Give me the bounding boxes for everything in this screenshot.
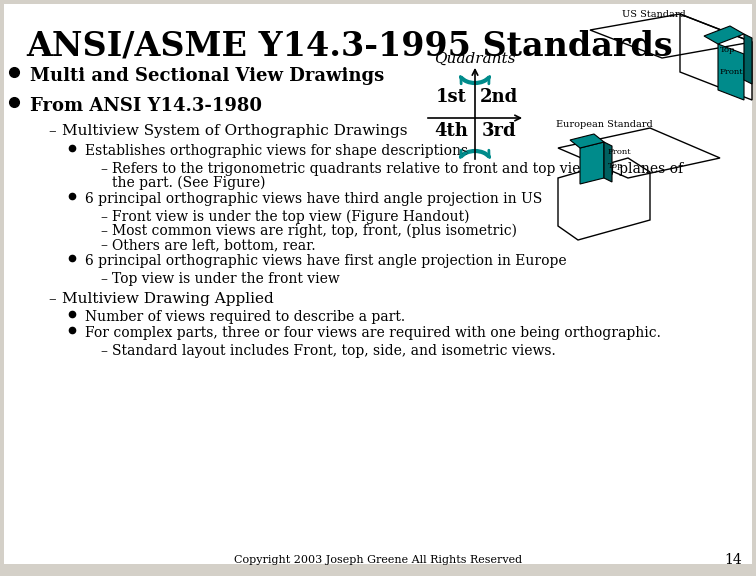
Text: Multi and Sectional View Drawings: Multi and Sectional View Drawings	[30, 67, 384, 85]
Text: European Standard: European Standard	[556, 120, 652, 129]
Text: Standard layout includes Front, top, side, and isometric views.: Standard layout includes Front, top, sid…	[112, 344, 556, 358]
Text: 6 principal orthographic views have first angle projection in Europe: 6 principal orthographic views have firs…	[85, 254, 567, 268]
Text: the part. (See Figure): the part. (See Figure)	[112, 176, 265, 191]
Text: US Standard: US Standard	[622, 10, 686, 19]
Text: 6 principal orthographic views have third angle projection in US: 6 principal orthographic views have thir…	[85, 192, 542, 206]
Text: Others are left, bottom, rear.: Others are left, bottom, rear.	[112, 238, 315, 252]
Text: 4th: 4th	[434, 122, 468, 140]
Text: Top: Top	[720, 46, 736, 54]
Text: Copyright 2003 Joseph Greene All Rights Reserved: Copyright 2003 Joseph Greene All Rights …	[234, 555, 522, 565]
Polygon shape	[744, 34, 752, 84]
Text: Top view is under the front view: Top view is under the front view	[112, 272, 339, 286]
Text: For complex parts, three or four views are required with one being orthographic.: For complex parts, three or four views a…	[85, 326, 661, 340]
Text: –: –	[100, 238, 107, 252]
Text: –: –	[100, 162, 107, 176]
Text: Multiview Drawing Applied: Multiview Drawing Applied	[62, 292, 274, 306]
Text: Front view is under the top view (Figure Handout): Front view is under the top view (Figure…	[112, 210, 469, 225]
Text: Top: Top	[608, 162, 624, 170]
Text: –: –	[100, 272, 107, 286]
Text: Establishes orthographic views for shape descriptions: Establishes orthographic views for shape…	[85, 144, 468, 158]
Text: –: –	[100, 210, 107, 224]
Polygon shape	[704, 26, 744, 44]
Polygon shape	[718, 44, 744, 100]
Text: ANSI/ASME Y14.3-1995 Standards: ANSI/ASME Y14.3-1995 Standards	[26, 30, 674, 63]
Text: Quadrants: Quadrants	[434, 52, 516, 66]
Text: Number of views required to describe a part.: Number of views required to describe a p…	[85, 310, 405, 324]
Text: From ANSI Y14.3-1980: From ANSI Y14.3-1980	[30, 97, 262, 115]
Text: –: –	[48, 292, 56, 306]
Polygon shape	[580, 142, 604, 184]
Text: –: –	[100, 224, 107, 238]
Text: –: –	[48, 124, 56, 138]
Text: Front: Front	[720, 68, 744, 76]
Polygon shape	[604, 142, 612, 182]
Text: 1st: 1st	[435, 88, 466, 106]
Text: 3rd: 3rd	[482, 122, 516, 140]
Text: 14: 14	[724, 553, 742, 567]
Text: Front: Front	[608, 148, 631, 156]
Text: –: –	[100, 344, 107, 358]
Text: 2nd: 2nd	[480, 88, 518, 106]
Text: Most common views are right, top, front, (plus isometric): Most common views are right, top, front,…	[112, 224, 517, 238]
Text: Multiview System of Orthographic Drawings: Multiview System of Orthographic Drawing…	[62, 124, 407, 138]
Text: Refers to the trigonometric quadrants relative to front and top viewing planes o: Refers to the trigonometric quadrants re…	[112, 162, 683, 176]
Polygon shape	[570, 134, 604, 148]
